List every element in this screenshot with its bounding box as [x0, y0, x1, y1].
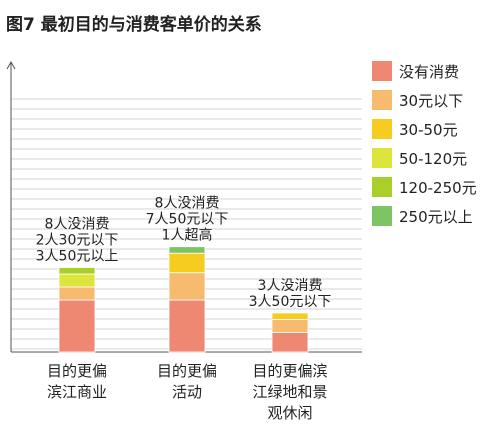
- bar-segment: [168, 252, 206, 274]
- legend-swatch: [372, 148, 392, 168]
- legend-swatch: [372, 177, 392, 197]
- bar-annotation: 1人超高: [162, 227, 213, 244]
- x-tick-label: 观休闲: [267, 404, 312, 422]
- bar-annotation: 3人50元以下: [249, 294, 332, 310]
- bar-annotation: 7人50元以下: [146, 212, 229, 228]
- bar-segment: [168, 272, 206, 301]
- bar-segment: [271, 312, 309, 320]
- x-tick-label: 滨江商业: [47, 383, 107, 401]
- legend-label: 30元以下: [399, 92, 463, 110]
- bar-annotation: 3人50元以上: [36, 249, 119, 265]
- bar-segment: [58, 267, 96, 275]
- legend-label: 50-120元: [399, 150, 467, 168]
- x-tick-label: 目的更偏: [157, 362, 217, 380]
- x-tick-label: 江绿地和景: [252, 383, 327, 401]
- bars: [58, 246, 309, 353]
- legend: 没有消费 30元以下 30-50元 50-120元 120-250元 250元以上: [372, 61, 477, 226]
- bar-segment: [58, 273, 96, 288]
- bar-segment: [271, 332, 309, 353]
- legend-label: 250元以上: [399, 208, 473, 226]
- bar-segment: [58, 286, 96, 301]
- bar-segment: [168, 299, 206, 353]
- legend-swatch: [372, 119, 392, 139]
- legend-swatch: [372, 90, 392, 110]
- bar-segment: [58, 299, 96, 353]
- legend-label: 30-50元: [399, 121, 458, 139]
- x-tick-label: 活动: [172, 383, 202, 401]
- legend-label: 没有消费: [399, 63, 459, 81]
- x-tick-label: 目的更偏滨: [252, 362, 327, 380]
- bar-segment: [168, 246, 206, 254]
- annotations: 8人没消费2人30元以下3人50元以上8人没消费7人50元以下1人超高3人没消费…: [36, 196, 332, 310]
- bar-annotation: 3人没消费: [258, 278, 323, 294]
- y-axis-arrow: [6, 60, 16, 70]
- chart-title: 图7 最初目的与消费客单价的关系: [6, 14, 262, 35]
- legend-swatch: [372, 206, 392, 226]
- x-tick-label: 目的更偏: [47, 362, 107, 380]
- bar-annotation: 2人30元以下: [36, 233, 119, 249]
- bar-annotation: 8人没消费: [155, 196, 220, 212]
- legend-label: 120-250元: [399, 179, 477, 197]
- bar-segment: [271, 319, 309, 333]
- bar-annotation: 8人没消费: [45, 217, 110, 233]
- legend-swatch: [372, 61, 392, 81]
